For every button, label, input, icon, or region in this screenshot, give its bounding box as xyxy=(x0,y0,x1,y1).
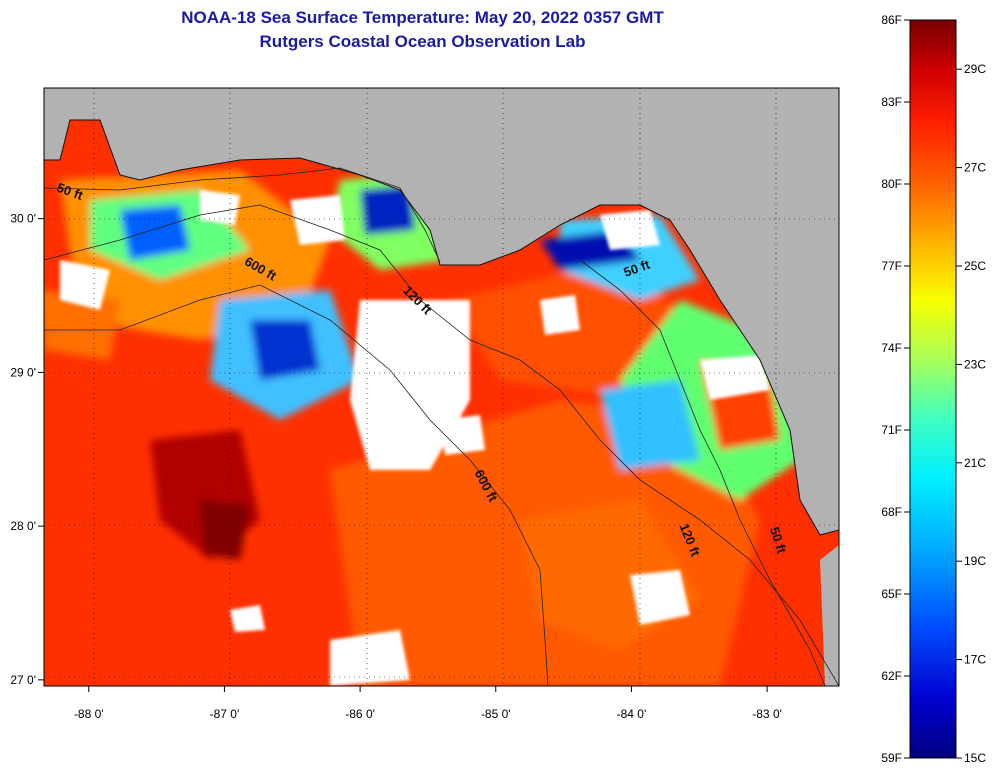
lat-tick-label: 29 0' xyxy=(10,365,36,379)
isobaths xyxy=(44,167,839,686)
cb-c-label: 21C xyxy=(964,456,986,470)
cb-f-label: 74F xyxy=(881,341,902,355)
lat-tick-label: 30 0' xyxy=(10,212,36,226)
cb-f-label: 83F xyxy=(881,95,902,109)
lon-tick-label: -88 0' xyxy=(74,707,104,721)
lon-tick-label: -85 0' xyxy=(481,707,511,721)
colorbar-labels: 86F 83F 80F 77F 74F 71F 68F 65F 62F 59F 29C 27C 25C 2… xyxy=(881,13,986,765)
longitude-axis: -88 0' -87 0' -86 0' -85 0' -84 0' -83 0' xyxy=(74,686,782,721)
lon-tick-label: -83 0' xyxy=(752,707,782,721)
latitude-axis: 30 0' 29 0' 28 0' 27 0' xyxy=(10,212,44,687)
map-title: NOAA-18 Sea Surface Temperature: May 20,… xyxy=(181,8,664,27)
cb-c-label: 29C xyxy=(964,62,986,76)
lat-tick-label: 28 0' xyxy=(10,519,36,533)
coastline xyxy=(44,119,839,536)
cb-f-label: 59F xyxy=(881,751,902,765)
map-frame xyxy=(43,87,840,687)
cloud-mask xyxy=(60,190,770,686)
cb-f-label: 71F xyxy=(881,423,902,437)
cb-c-label: 15C xyxy=(964,751,986,765)
cb-f-label: 86F xyxy=(881,13,902,27)
lon-tick-label: -87 0' xyxy=(210,707,240,721)
cb-f-label: 68F xyxy=(881,505,902,519)
colorbar xyxy=(909,19,957,759)
cb-c-label: 17C xyxy=(964,653,986,667)
lon-tick-label: -86 0' xyxy=(345,707,375,721)
cb-f-label: 80F xyxy=(881,177,902,191)
cb-c-label: 19C xyxy=(964,554,986,568)
land xyxy=(44,88,839,686)
map-subtitle: Rutgers Coastal Ocean Observation Lab xyxy=(259,32,586,51)
cb-f-label: 65F xyxy=(881,587,902,601)
cb-f-label: 62F xyxy=(881,669,902,683)
cb-c-label: 25C xyxy=(964,259,986,273)
cb-c-label: 23C xyxy=(964,357,986,371)
cb-f-label: 77F xyxy=(881,259,902,273)
lat-tick-label: 27 0' xyxy=(10,673,36,687)
cb-c-label: 27C xyxy=(964,161,986,175)
lon-tick-label: -84 0' xyxy=(617,707,647,721)
